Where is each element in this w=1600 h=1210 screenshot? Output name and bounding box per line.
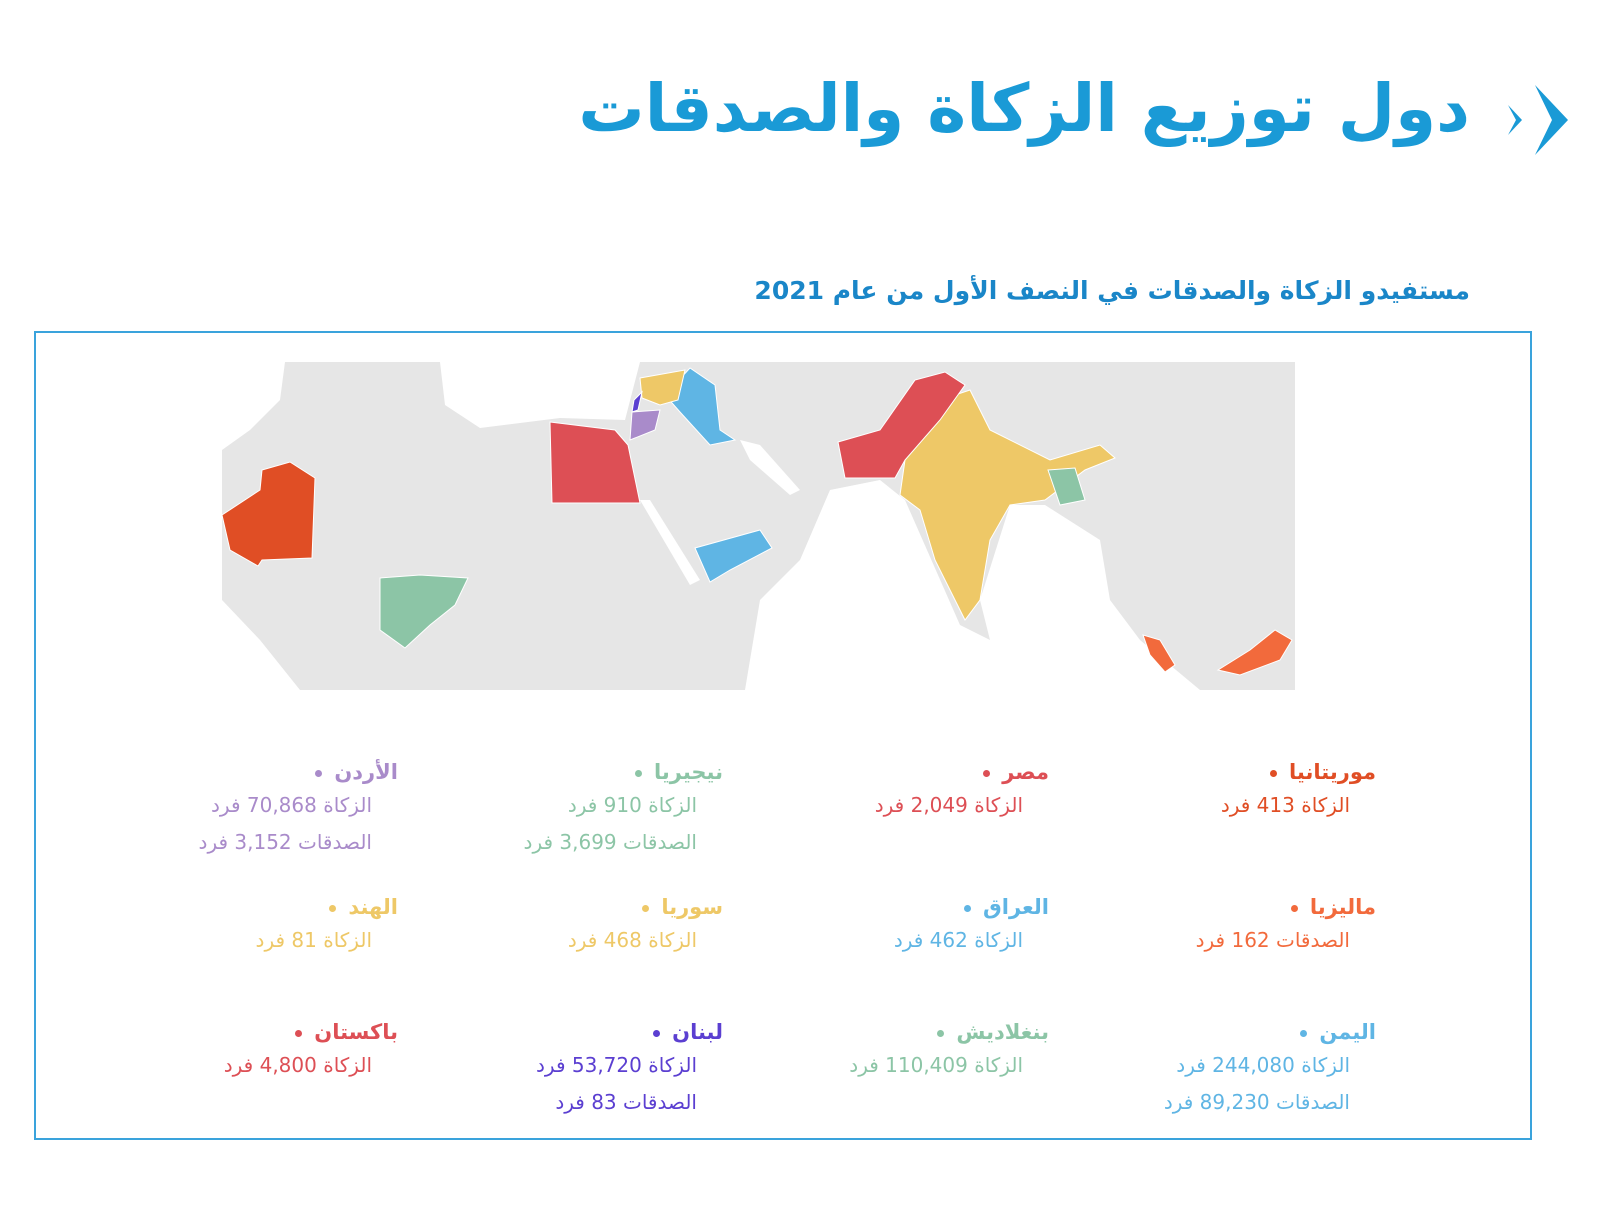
- country-shape: [1047, 467, 1086, 506]
- subtitle: مستفيدو الزكاة والصدقات في النصف الأول م…: [754, 276, 1470, 305]
- title: دول توزيع الزكاة والصدقات: [578, 70, 1470, 147]
- legend-item: موريتانيا الزكاة 413 فرد: [1076, 757, 1376, 824]
- country-shape: [631, 390, 643, 413]
- country-stat: الزكاة 81 فرد: [255, 928, 372, 952]
- country-name: الأردن: [98, 757, 398, 787]
- country-stat: الزكاة 910 فرد: [567, 793, 697, 817]
- country-name: نيجيريا: [423, 757, 723, 787]
- country-shape: [379, 574, 469, 649]
- country-stat: الصدقات 89,230 فرد: [1163, 1090, 1350, 1114]
- map: [221, 362, 1295, 690]
- panel: [34, 331, 1532, 1140]
- country-stat: الصدقات 3,699 فرد: [523, 830, 697, 854]
- country-shape: [664, 367, 737, 446]
- country-stat: الزكاة 244,080 فرد: [1176, 1053, 1350, 1077]
- country-name: بنغلاديش: [749, 1017, 1049, 1047]
- country-name: اليمن: [1076, 1017, 1376, 1047]
- country-shape: [629, 409, 661, 441]
- country-stat: الزكاة 53,720 فرد: [536, 1053, 697, 1077]
- country-stat: الصدقات 83 فرد: [555, 1090, 697, 1114]
- legend-item: بنغلاديش الزكاة 110,409 فرد: [749, 1017, 1049, 1084]
- country-shape: [1216, 629, 1293, 676]
- chevron: [1508, 105, 1522, 135]
- chevron: [1535, 85, 1568, 155]
- sea: [745, 480, 1200, 690]
- country-name: الهند: [98, 892, 398, 922]
- country-stat: الصدقات 162 فرد: [1195, 928, 1350, 952]
- sea: [440, 362, 640, 428]
- sea: [222, 600, 300, 690]
- legend-item: اليمن الزكاة 244,080 فرد الصدقات 89,230 فر…: [1076, 1017, 1376, 1121]
- country-stat: الزكاة 2,049 فرد: [874, 793, 1023, 817]
- country-name: لبنان: [423, 1017, 723, 1047]
- country-stat: الزكاة 468 فرد: [567, 928, 697, 952]
- country-stat: الزكاة 413 فرد: [1220, 793, 1350, 817]
- sea: [222, 362, 285, 450]
- country-stat: الصدقات 3,152 فرد: [198, 830, 372, 854]
- country-stat: الزكاة 110,409 فرد: [849, 1053, 1023, 1077]
- country-shape: [837, 371, 966, 479]
- country-shape: [899, 389, 1116, 621]
- legend-item: العراق الزكاة 462 فرد: [749, 892, 1049, 959]
- legend-item: نيجيريا الزكاة 910 فرد الصدقات 3,699 فرد: [423, 757, 723, 861]
- legend-item: سوريا الزكاة 468 فرد: [423, 892, 723, 959]
- country-stat: الزكاة 462 فرد: [893, 928, 1023, 952]
- sea: [640, 500, 700, 585]
- legend-item: ماليزيا الصدقات 162 فرد: [1076, 892, 1376, 959]
- legend-item: الأردن الزكاة 70,868 فرد الصدقات 3,152 فرد: [98, 757, 398, 861]
- country-name: موريتانيا: [1076, 757, 1376, 787]
- legend-item: باكستان الزكاة 4,800 فرد: [98, 1017, 398, 1084]
- country-shape: [549, 421, 641, 504]
- country-stat: الزكاة 4,800 فرد: [223, 1053, 372, 1077]
- legend-item: الهند الزكاة 81 فرد: [98, 892, 398, 959]
- country-shape: [221, 461, 316, 567]
- country-shape: [694, 529, 773, 583]
- legend-item: لبنان الزكاة 53,720 فرد الصدقات 83 فرد: [423, 1017, 723, 1121]
- country-stat: الزكاة 70,868 فرد: [211, 793, 372, 817]
- country-name: مصر: [749, 757, 1049, 787]
- country-name: سوريا: [423, 892, 723, 922]
- country-name: باكستان: [98, 1017, 398, 1047]
- sea: [740, 440, 800, 495]
- country-shape: [1142, 634, 1176, 673]
- country-name: ماليزيا: [1076, 892, 1376, 922]
- legend-item: مصر الزكاة 2,049 فرد: [749, 757, 1049, 824]
- country-name: العراق: [749, 892, 1049, 922]
